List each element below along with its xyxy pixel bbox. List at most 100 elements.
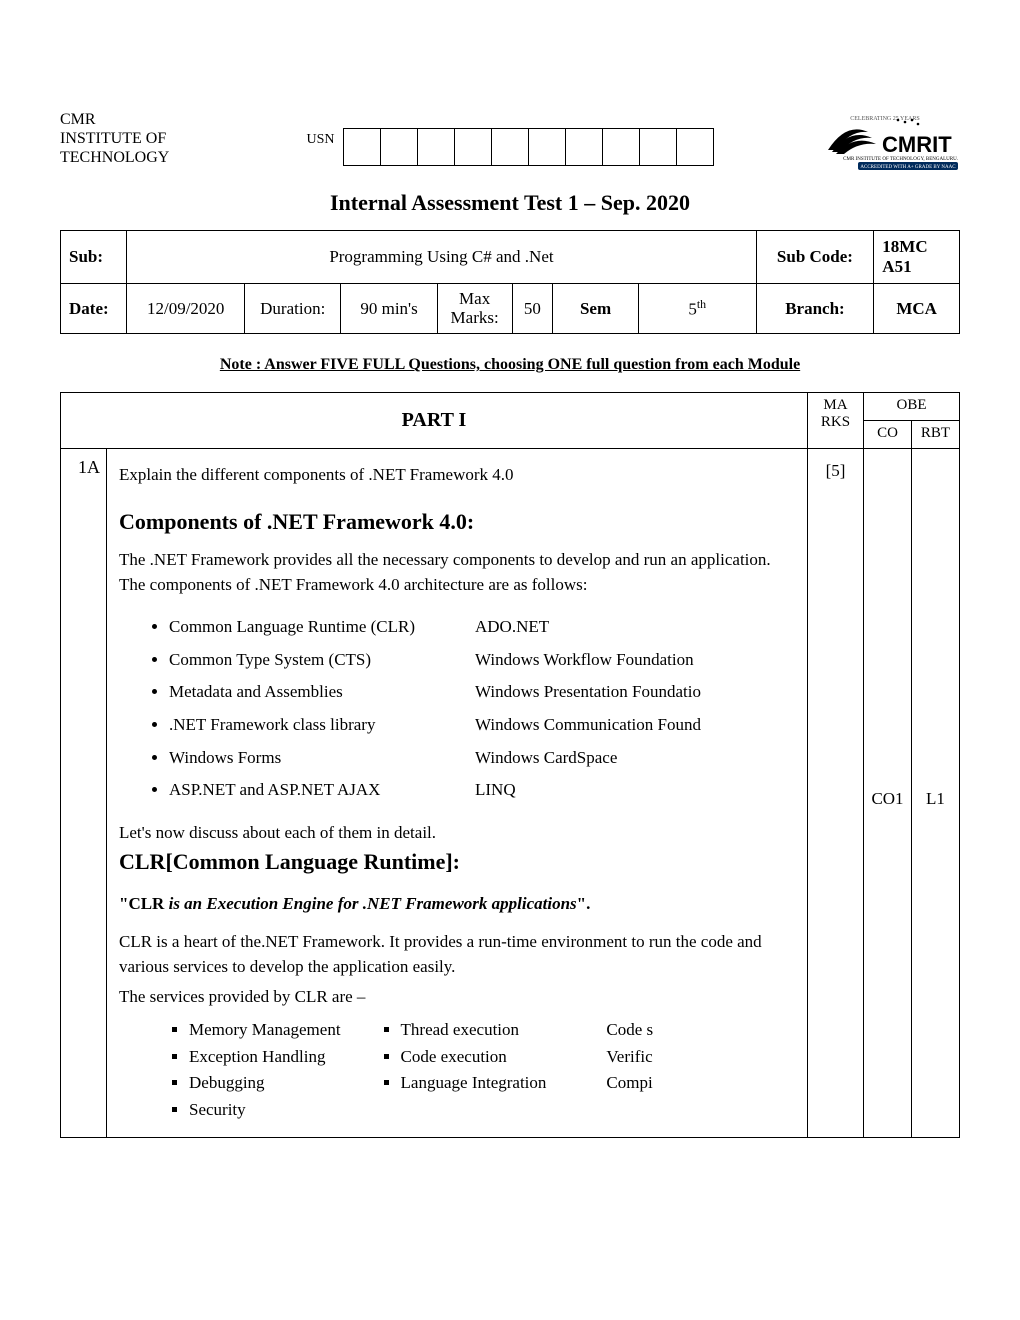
sub-label: Sub: <box>61 231 127 284</box>
institute-line1: CMR <box>60 110 220 129</box>
list-item: ADO.NET <box>475 615 701 640</box>
discuss-line: Let's now discuss about each of them in … <box>119 823 436 842</box>
usn-label: USN <box>306 128 334 148</box>
list-item: Common Type System (CTS) <box>169 648 415 673</box>
date-label: Date: <box>61 284 127 334</box>
discuss-clr-block: Let's now discuss about each of them in … <box>119 821 795 878</box>
list-item: Windows Presentation Foundatio <box>475 680 701 705</box>
list-item: Memory Management <box>189 1018 341 1043</box>
part-title: PART I <box>61 393 808 449</box>
institute-name: CMR INSTITUTE OF TECHNOLOGY <box>60 110 220 168</box>
usn-box[interactable] <box>380 128 418 166</box>
services-col3: Code s Verific Compi <box>586 1016 653 1125</box>
question-row: 1A Explain the different components of .… <box>61 449 960 1137</box>
clr-heading: CLR[Common Language Runtime]: <box>119 849 460 874</box>
institute-line2: INSTITUTE OF <box>60 129 220 148</box>
cmrit-logo-icon: CELEBRATING 25 YEARS CMRIT CMR INSTITUTE… <box>810 110 960 170</box>
list-item: Windows CardSpace <box>475 746 701 771</box>
list-item: ASP.NET and ASP.NET AJAX <box>169 778 415 803</box>
info-table: Sub: Programming Using C# and .Net Sub C… <box>60 230 960 334</box>
usn-box[interactable] <box>343 128 381 166</box>
usn-boxes <box>343 128 714 166</box>
branch-label: Branch: <box>756 284 874 334</box>
subject-value: Programming Using C# and .Net <box>127 231 756 284</box>
svg-text:CMRIT: CMRIT <box>882 132 952 157</box>
assessment-title: Internal Assessment Test 1 – Sep. 2020 <box>60 190 960 216</box>
list-item: Code s <box>606 1018 653 1043</box>
instruction-note: Note : Answer FIVE FULL Questions, choos… <box>60 356 960 374</box>
duration-label: Duration: <box>245 284 341 334</box>
services-intro: The services provided by CLR are – <box>119 985 795 1010</box>
components-list: Common Language Runtime (CLR) Common Typ… <box>149 607 795 811</box>
components-heading: Components of .NET Framework 4.0: <box>119 506 795 538</box>
sem-label: Sem <box>553 284 639 334</box>
co-header: CO <box>864 421 912 449</box>
co-cell: CO1 <box>864 449 912 1137</box>
sem-value: 5th <box>638 284 756 334</box>
clr-quote: "CLR is an Execution Engine for .NET Fra… <box>119 892 795 917</box>
marks-cell: [5] <box>808 449 864 1137</box>
list-item: .NET Framework class library <box>169 713 415 738</box>
svg-text:ACCREDITED WITH A+ GRADE BY NA: ACCREDITED WITH A+ GRADE BY NAAC <box>860 165 956 170</box>
usn-box[interactable] <box>676 128 714 166</box>
sem-suffix: th <box>697 297 706 311</box>
question-text: Explain the different components of .NET… <box>119 463 795 488</box>
list-item: LINQ <box>475 778 701 803</box>
header-row-top: PART I MARKS OBE <box>61 393 960 421</box>
list-item: Security <box>189 1098 341 1123</box>
info-row-1: Sub: Programming Using C# and .Net Sub C… <box>61 231 960 284</box>
page: CMR INSTITUTE OF TECHNOLOGY USN CELEBRAT… <box>0 0 1020 1178</box>
branch-value: MCA <box>874 284 960 334</box>
institute-line3: TECHNOLOGY <box>60 148 220 167</box>
question-number: 1A <box>61 449 107 1137</box>
components-right: ADO.NET Windows Workflow Foundation Wind… <box>455 607 701 811</box>
list-item: Metadata and Assemblies <box>169 680 415 705</box>
usn-box[interactable] <box>491 128 529 166</box>
maxmarks-value: 50 <box>512 284 553 334</box>
clr-quote-suffix: ". <box>577 894 591 913</box>
clr-para: CLR is a heart of the.NET Framework. It … <box>119 930 795 979</box>
obe-header: OBE <box>864 393 960 421</box>
usn-block: USN <box>306 128 713 166</box>
date-value: 12/09/2020 <box>127 284 245 334</box>
list-item: Code execution <box>401 1045 547 1070</box>
clr-quote-italic: is an Execution Engine for .NET Framewor… <box>164 894 576 913</box>
question-table: PART I MARKS OBE CO RBT 1A Explain the d… <box>60 392 960 1137</box>
list-item: Compi <box>606 1071 653 1096</box>
usn-box[interactable] <box>528 128 566 166</box>
usn-box[interactable] <box>417 128 455 166</box>
usn-box[interactable] <box>602 128 640 166</box>
usn-box[interactable] <box>639 128 677 166</box>
header-row: CMR INSTITUTE OF TECHNOLOGY USN CELEBRAT… <box>60 110 960 170</box>
list-item: Windows Workflow Foundation <box>475 648 701 673</box>
usn-box[interactable] <box>454 128 492 166</box>
list-item: Common Language Runtime (CLR) <box>169 615 415 640</box>
svg-text:CELEBRATING 25 YEARS: CELEBRATING 25 YEARS <box>850 116 919 122</box>
services-col2: Thread execution Code execution Language… <box>381 1016 547 1125</box>
sem-number: 5 <box>688 300 697 319</box>
list-item: Windows Communication Found <box>475 713 701 738</box>
logo-block: CELEBRATING 25 YEARS CMRIT CMR INSTITUTE… <box>800 110 960 170</box>
rbt-cell: L1 <box>912 449 960 1137</box>
list-item: Thread execution <box>401 1018 547 1043</box>
subcode-value: 18MCA51 <box>874 231 960 284</box>
question-content: Explain the different components of .NET… <box>107 449 808 1137</box>
marks-header: MARKS <box>808 393 864 449</box>
info-row-2: Date: 12/09/2020 Duration: 90 min's MaxM… <box>61 284 960 334</box>
list-item: Debugging <box>189 1071 341 1096</box>
components-intro: The .NET Framework provides all the nece… <box>119 548 795 597</box>
rbt-header: RBT <box>912 421 960 449</box>
duration-value: 90 min's <box>341 284 437 334</box>
clr-quote-prefix: "CLR <box>119 894 164 913</box>
list-item: Language Integration <box>401 1071 547 1096</box>
subcode-label: Sub Code: <box>756 231 874 284</box>
list-item: Windows Forms <box>169 746 415 771</box>
maxmarks-label: MaxMarks: <box>437 284 512 334</box>
usn-box[interactable] <box>565 128 603 166</box>
list-item: Exception Handling <box>189 1045 341 1070</box>
svg-text:CMR INSTITUTE OF TECHNOLOGY, B: CMR INSTITUTE OF TECHNOLOGY, BENGALURU. <box>843 157 958 162</box>
subcode-text: 18MCA51 <box>882 237 927 276</box>
list-item: Verific <box>606 1045 653 1070</box>
services-col1: Memory Management Exception Handling Deb… <box>169 1016 341 1125</box>
services-list: Memory Management Exception Handling Deb… <box>169 1016 795 1125</box>
